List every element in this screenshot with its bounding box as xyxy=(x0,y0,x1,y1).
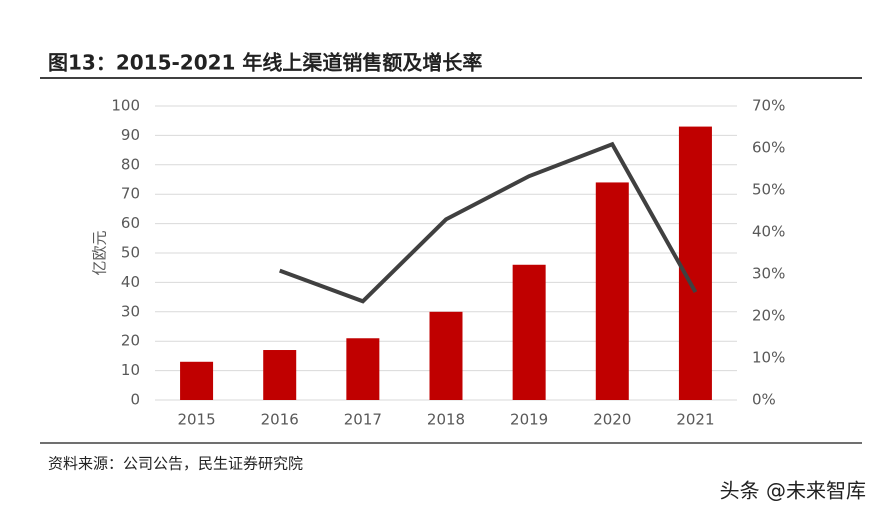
y-tick-label: 80 xyxy=(121,155,140,173)
source: 资料来源：公司公告，民生证券研究院 xyxy=(48,455,303,473)
x-tick-label: 2016 xyxy=(261,411,299,429)
y2-tick-label: 20% xyxy=(752,307,785,325)
y-tick-label: 0 xyxy=(130,391,140,409)
x-tick-label: 2015 xyxy=(177,411,215,429)
y2-tick-label: 70% xyxy=(752,97,785,115)
bar xyxy=(346,338,380,400)
y-tick-label: 20 xyxy=(121,332,140,350)
y2-tick-label: 40% xyxy=(752,223,785,241)
y-axis-label: 亿欧元 xyxy=(91,230,109,275)
bar xyxy=(429,311,463,400)
watermark: 头条 @未来智库 xyxy=(720,479,866,503)
bar xyxy=(512,264,546,400)
y-tick-label: 10 xyxy=(121,361,140,379)
x-tick-label: 2019 xyxy=(510,411,548,429)
y-tick-label: 30 xyxy=(121,302,140,320)
chart-title: 图13：2015-2021 年线上渠道销售额及增长率 xyxy=(48,51,482,75)
bar xyxy=(678,126,712,400)
y2-tick-label: 30% xyxy=(752,265,785,283)
bar xyxy=(180,361,214,400)
y2-tick-label: 50% xyxy=(752,181,785,199)
y-tick-label: 40 xyxy=(121,273,140,291)
y2-tick-label: 10% xyxy=(752,349,785,367)
line xyxy=(279,141,698,304)
y-tick-label: 70 xyxy=(121,185,140,203)
y-tick-label: 90 xyxy=(121,126,140,144)
y2-tick-label: 0% xyxy=(752,391,776,409)
x-tick-label: 2017 xyxy=(344,411,382,429)
bar xyxy=(595,182,629,400)
bar xyxy=(263,350,297,400)
y-tick-label: 100 xyxy=(111,97,140,115)
y2-tick-label: 60% xyxy=(752,139,785,157)
x-tick-label: 2018 xyxy=(427,411,465,429)
y-tick-label: 60 xyxy=(121,214,140,232)
x-tick-label: 2021 xyxy=(676,411,714,429)
x-tick-label: 2020 xyxy=(593,411,631,429)
y-tick-label: 50 xyxy=(121,244,140,262)
